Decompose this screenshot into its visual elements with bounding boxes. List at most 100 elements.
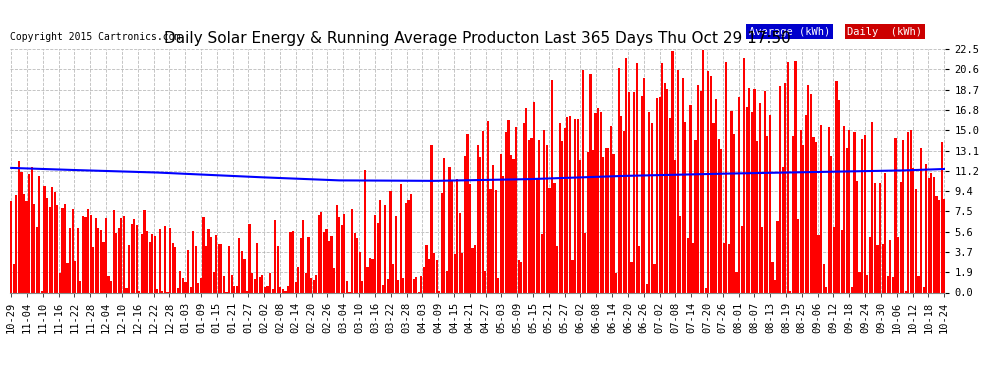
Bar [115, 234, 118, 292]
Bar [97, 228, 99, 292]
Bar [23, 194, 25, 292]
Bar [810, 94, 812, 292]
Bar [902, 140, 904, 292]
Bar [674, 160, 676, 292]
Bar [871, 122, 873, 292]
Bar [274, 220, 276, 292]
Bar [228, 246, 230, 292]
Bar [879, 183, 881, 292]
Bar [489, 189, 492, 292]
Bar [126, 288, 128, 292]
Bar [656, 98, 658, 292]
Bar [813, 137, 815, 292]
Bar [197, 284, 199, 292]
Bar [426, 244, 428, 292]
Bar [58, 273, 61, 292]
Bar [623, 131, 625, 292]
Bar [26, 201, 28, 292]
Bar [431, 145, 433, 292]
Bar [558, 123, 560, 292]
Bar [566, 117, 568, 292]
Bar [53, 192, 55, 292]
Bar [308, 237, 310, 292]
Bar [39, 176, 41, 292]
Bar [148, 242, 150, 292]
Bar [728, 244, 730, 292]
Bar [376, 223, 379, 292]
Bar [869, 237, 871, 292]
Bar [64, 204, 66, 292]
Bar [787, 62, 789, 292]
Bar [736, 272, 738, 292]
Bar [584, 233, 586, 292]
Bar [358, 252, 361, 292]
Bar [410, 194, 412, 292]
Bar [146, 231, 148, 292]
Bar [258, 278, 261, 292]
Bar [923, 287, 925, 292]
Bar [458, 213, 460, 292]
Bar [905, 291, 907, 292]
Bar [169, 228, 171, 292]
Bar [484, 271, 486, 292]
Bar [189, 287, 192, 292]
Bar [315, 275, 317, 292]
Bar [46, 198, 49, 292]
Bar [907, 132, 910, 292]
Bar [423, 267, 425, 292]
Bar [897, 237, 899, 292]
Bar [392, 264, 394, 292]
Bar [413, 279, 415, 292]
Bar [463, 156, 466, 292]
Bar [587, 152, 589, 292]
Bar [836, 81, 838, 292]
Bar [574, 118, 576, 292]
Bar [858, 272, 860, 292]
Bar [121, 218, 123, 292]
Bar [156, 290, 158, 292]
Bar [544, 130, 545, 292]
Bar [607, 147, 610, 292]
Bar [397, 280, 399, 292]
Bar [561, 141, 563, 292]
Bar [805, 115, 807, 292]
Bar [713, 123, 715, 292]
Bar [843, 126, 845, 292]
Bar [533, 102, 536, 292]
Bar [339, 217, 341, 292]
Bar [866, 274, 868, 292]
Bar [61, 208, 63, 292]
Bar [469, 184, 471, 292]
Bar [13, 264, 15, 292]
Bar [10, 201, 12, 292]
Bar [184, 282, 186, 292]
Bar [84, 217, 86, 292]
Title: Daily Solar Energy & Running Average Producton Last 365 Days Thu Oct 29 17:50: Daily Solar Energy & Running Average Pro… [164, 31, 791, 46]
Bar [597, 108, 599, 292]
Bar [653, 264, 655, 292]
Bar [179, 272, 181, 292]
Bar [405, 203, 407, 292]
Bar [241, 251, 243, 292]
Bar [284, 291, 286, 292]
Bar [841, 230, 842, 292]
Bar [605, 148, 607, 292]
Bar [697, 84, 699, 292]
Bar [371, 259, 373, 292]
Bar [589, 74, 592, 292]
Bar [602, 157, 604, 292]
Bar [553, 183, 555, 292]
Bar [153, 236, 155, 292]
Bar [818, 235, 820, 292]
Bar [661, 63, 663, 292]
Bar [679, 216, 681, 292]
Bar [745, 107, 747, 292]
Bar [333, 268, 336, 292]
Bar [884, 173, 886, 292]
Bar [753, 88, 755, 292]
Bar [576, 118, 579, 292]
Bar [208, 229, 210, 292]
Bar [936, 196, 938, 292]
Bar [720, 148, 723, 292]
Bar [482, 131, 484, 292]
